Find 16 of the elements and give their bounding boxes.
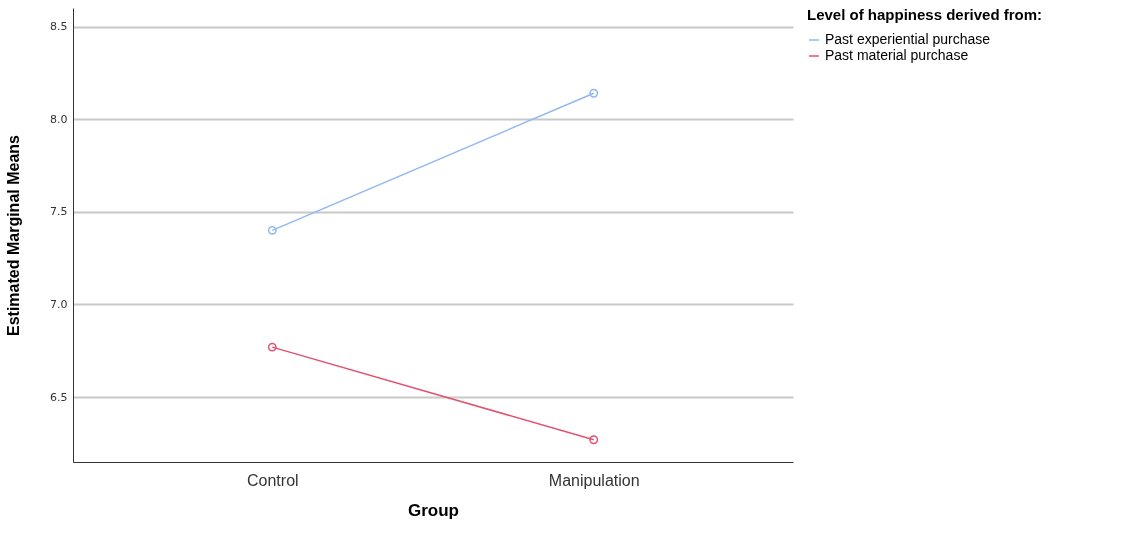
point	[589, 88, 599, 98]
point	[267, 225, 277, 235]
y-axis-title: Estimated Marginal Means	[5, 134, 23, 336]
point	[589, 435, 599, 445]
x-tick-label: Control	[247, 471, 299, 489]
point	[267, 342, 277, 352]
y-tick-label: 7.0	[50, 297, 68, 311]
x-axis-title: Group	[408, 500, 459, 520]
legend-label: Past experiential purchase	[825, 31, 991, 47]
x-tick-label: Manipulation	[548, 471, 640, 489]
y-tick-label: 7.5	[50, 205, 68, 219]
y-tick-label: 8.5	[50, 20, 68, 34]
y-tick-label: 8.0	[50, 112, 68, 126]
y-tick-label: 6.5	[50, 390, 68, 404]
legend-title: Level of happiness derived from:	[807, 6, 1043, 23]
legend-label: Past material purchase	[825, 47, 969, 63]
